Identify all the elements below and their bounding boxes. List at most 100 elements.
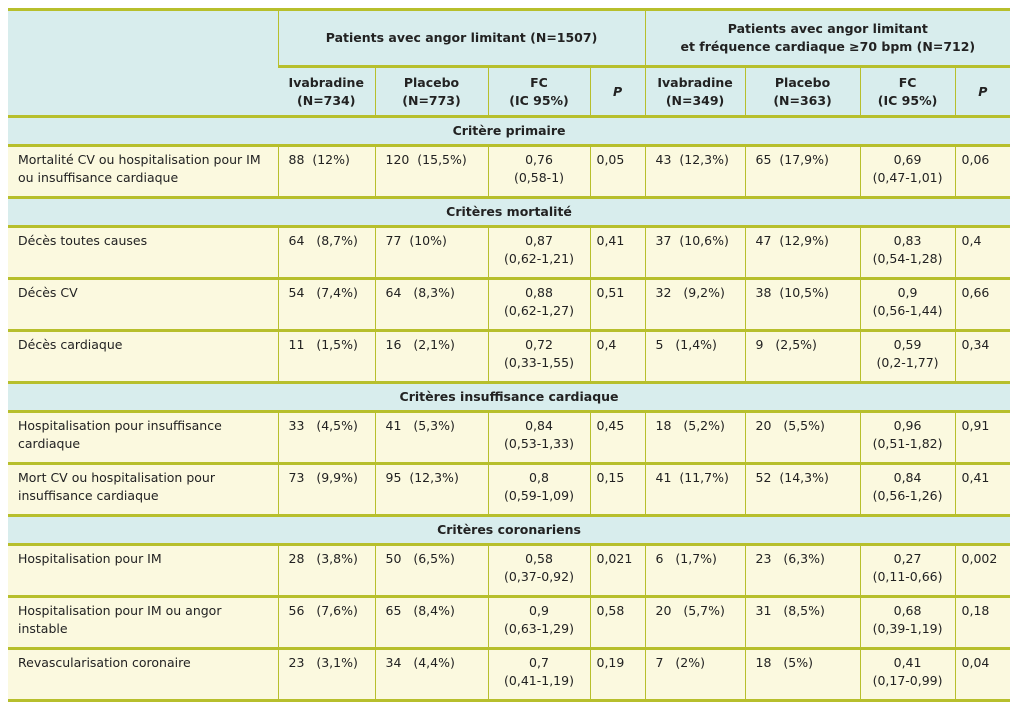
- data-cell: 52 (14,3%): [744, 463, 861, 517]
- data-cell: 0,27 (0,11-0,66): [859, 544, 956, 598]
- data-cell: 65 (8,4%): [374, 596, 488, 650]
- corner-cell: [8, 9, 278, 118]
- data-cell: 0,84 (0,53-1,33): [487, 411, 590, 465]
- section-title: Critère primaire: [8, 116, 1011, 147]
- data-cell: 64 (8,3%): [374, 278, 488, 332]
- data-row: Hospitalisation pour IM ou angor instabl…: [8, 596, 1011, 650]
- data-cell: 20 (5,5%): [744, 411, 861, 465]
- data-cell: 50 (6,5%): [374, 544, 488, 598]
- data-cell: 0,8 (0,59-1,09): [487, 463, 590, 517]
- column-header: FC (IC 95%): [859, 66, 956, 118]
- row-label: Hospitalisation pour IM: [8, 544, 278, 598]
- data-cell: 0,58: [589, 596, 646, 650]
- data-cell: 9 (2,5%): [744, 330, 861, 384]
- data-cell: 0,66: [954, 278, 1011, 332]
- data-cell: 0,88 (0,62-1,27): [487, 278, 590, 332]
- data-cell: 0,9 (0,63-1,29): [487, 596, 590, 650]
- section-row: Critères insuffisance cardiaque: [8, 382, 1011, 413]
- data-cell: 0,4: [589, 330, 646, 384]
- data-cell: 0,91: [954, 411, 1011, 465]
- data-row: Hospitalisation pour IM 28 (3,8%) 50 (6,5%…: [8, 544, 1011, 598]
- data-row: Décès toutes causes 64 (8,7%) 77 (10%) 0,87…: [8, 226, 1011, 280]
- row-label: Décès cardiaque: [8, 330, 278, 384]
- data-cell: 65 (17,9%): [744, 145, 861, 199]
- section-title: Critères mortalité: [8, 197, 1011, 228]
- data-cell: 20 (5,7%): [644, 596, 746, 650]
- group-header: Patients avec angor limitant (N=1507): [277, 9, 646, 68]
- data-row: Hospitalisation pour insuffisance cardia…: [8, 411, 1011, 465]
- data-cell: 0,69 (0,47-1,01): [859, 145, 956, 199]
- data-cell: 0,83 (0,54-1,28): [859, 226, 956, 280]
- column-header: P: [954, 66, 1011, 118]
- data-cell: 16 (2,1%): [374, 330, 488, 384]
- header-row: Patients avec angor limitant (N=1507) Pat…: [8, 9, 1011, 118]
- data-cell: 32 (9,2%): [644, 278, 746, 332]
- data-row: Revascularisation coronaire 23 (3,1%) 34 (…: [8, 648, 1011, 702]
- results-table: Patients avec angor limitant (N=1507) Pat…: [8, 8, 1011, 702]
- row-label: Hospitalisation pour insuffisance cardia…: [8, 411, 278, 465]
- data-cell: 0,84 (0,56-1,26): [859, 463, 956, 517]
- row-label: Revascularisation coronaire: [8, 648, 278, 702]
- section-row: Critères coronariens: [8, 515, 1011, 546]
- column-header: FC (IC 95%): [487, 66, 590, 118]
- data-cell: 23 (3,1%): [277, 648, 375, 702]
- data-cell: 0,05: [589, 145, 646, 199]
- data-cell: 0,4: [954, 226, 1011, 280]
- data-cell: 7 (2%): [644, 648, 746, 702]
- column-header: Ivabradine (N=349): [644, 66, 746, 118]
- data-cell: 0,41: [954, 463, 1011, 517]
- data-cell: 0,41 (0,17-0,99): [859, 648, 956, 702]
- data-cell: 0,51: [589, 278, 646, 332]
- subheader-row: Ivabradine (N=734) Placebo (N=773) FC (IC …: [8, 66, 1011, 118]
- data-cell: 95 (12,3%): [374, 463, 488, 517]
- data-cell: 33 (4,5%): [277, 411, 375, 465]
- data-cell: 64 (8,7%): [277, 226, 375, 280]
- data-cell: 0,68 (0,39-1,19): [859, 596, 956, 650]
- data-cell: 0,41: [589, 226, 646, 280]
- data-cell: 0,58 (0,37-0,92): [487, 544, 590, 598]
- data-cell: 54 (7,4%): [277, 278, 375, 332]
- data-cell: 0,45: [589, 411, 646, 465]
- column-header: Placebo (N=773): [374, 66, 488, 118]
- data-cell: 0,9 (0,56-1,44): [859, 278, 956, 332]
- data-cell: 18 (5,2%): [644, 411, 746, 465]
- row-label: Décès toutes causes: [8, 226, 278, 280]
- data-cell: 73 (9,9%): [277, 463, 375, 517]
- data-cell: 47 (12,9%): [744, 226, 861, 280]
- row-label: Mortalité CV ou hospitalisation pour IM …: [8, 145, 278, 199]
- data-cell: 38 (10,5%): [744, 278, 861, 332]
- data-cell: 34 (4,4%): [374, 648, 488, 702]
- data-row: Décès cardiaque 11 (1,5%) 16 (2,1%) 0,72 (0…: [8, 330, 1011, 384]
- data-row: Mort CV ou hospitalisation pour insuffis…: [8, 463, 1011, 517]
- data-cell: 0,002: [954, 544, 1011, 598]
- column-header: Ivabradine (N=734): [278, 66, 375, 118]
- data-cell: 41 (5,3%): [374, 411, 488, 465]
- data-cell: 0,34: [954, 330, 1011, 384]
- data-cell: 56 (7,6%): [277, 596, 375, 650]
- group-header: Patients avec angor limitant et fréquenc…: [644, 9, 1011, 68]
- data-cell: 28 (3,8%): [277, 544, 375, 598]
- row-label: Décès CV: [8, 278, 278, 332]
- section-title: Critères coronariens: [8, 515, 1011, 546]
- data-cell: 5 (1,4%): [644, 330, 746, 384]
- data-cell: 88 (12%): [277, 145, 375, 199]
- data-cell: 11 (1,5%): [277, 330, 375, 384]
- data-cell: 23 (6,3%): [744, 544, 861, 598]
- section-title: Critères insuffisance cardiaque: [8, 382, 1011, 413]
- section-row: Critères mortalité: [8, 197, 1011, 228]
- data-cell: 77 (10%): [374, 226, 488, 280]
- data-cell: 0,18: [954, 596, 1011, 650]
- data-cell: 0,021: [589, 544, 646, 598]
- data-cell: 37 (10,6%): [644, 226, 746, 280]
- data-cell: 0,96 (0,51-1,82): [859, 411, 956, 465]
- data-cell: 6 (1,7%): [644, 544, 746, 598]
- data-cell: 0,87 (0,62-1,21): [487, 226, 590, 280]
- data-cell: 120 (15,5%): [374, 145, 488, 199]
- row-label: Hospitalisation pour IM ou angor instabl…: [8, 596, 278, 650]
- data-cell: 31 (8,5%): [744, 596, 861, 650]
- data-cell: 0,04: [954, 648, 1011, 702]
- column-header: Placebo (N=363): [744, 66, 861, 118]
- section-row: Critère primaire: [8, 116, 1011, 147]
- data-cell: 0,19: [589, 648, 646, 702]
- data-cell: 43 (12,3%): [644, 145, 746, 199]
